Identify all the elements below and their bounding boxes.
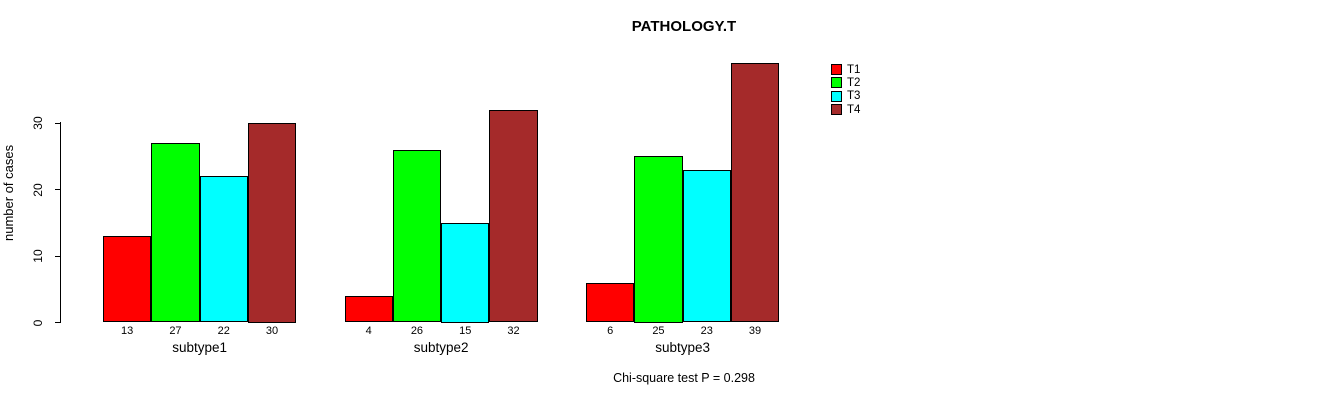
bar-T2-subtype1 — [151, 142, 200, 323]
legend-swatch-T3 — [831, 90, 842, 102]
legend-row-T1: T1 — [831, 63, 860, 76]
legend-row-T3: T3 — [831, 90, 860, 103]
bar-T3-subtype1 — [199, 176, 248, 323]
bar-T4-subtype3 — [730, 63, 780, 323]
chart-title: PATHOLOGY.T — [631, 18, 737, 35]
bar-T4-subtype1 — [247, 123, 297, 323]
bar-value-label: 26 — [410, 325, 424, 337]
legend-row-T2: T2 — [831, 76, 860, 89]
bar-value-label: 32 — [507, 325, 520, 337]
legend: T1 T2 T3 T4 — [831, 63, 860, 116]
group-label-subtype2: subtype2 — [413, 340, 469, 355]
chi-square-annotation: Chi-square test P = 0.298 — [613, 371, 755, 385]
group-label-subtype1: subtype1 — [172, 340, 227, 355]
legend-swatch-T2 — [831, 77, 842, 89]
y-tick-mark — [55, 122, 61, 124]
legend-label: T4 — [847, 103, 861, 116]
bar-T1-subtype1 — [103, 236, 152, 323]
bar-T2-subtype2 — [392, 149, 442, 323]
y-tick-mark — [55, 189, 61, 190]
legend-swatch-T1 — [831, 64, 842, 76]
y-tick-label: 0 — [31, 319, 45, 326]
legend-row-T4: T4 — [831, 103, 860, 116]
bar-value-label: 27 — [169, 325, 182, 337]
y-tick-mark — [55, 322, 61, 323]
bar-T3-subtype2 — [441, 222, 490, 323]
legend-label: T1 — [847, 63, 861, 76]
bar-T1-subtype2 — [344, 295, 393, 323]
y-tick-label: 10 — [31, 249, 45, 263]
legend-label: T3 — [847, 90, 861, 103]
bar-value-label: 30 — [265, 325, 279, 337]
bar-value-label: 25 — [652, 325, 665, 337]
bar-value-label: 4 — [365, 325, 372, 337]
y-tick-label: 20 — [31, 182, 45, 197]
bar-value-label: 22 — [217, 325, 230, 337]
group-label-subtype3: subtype3 — [655, 340, 710, 355]
y-tick-label: 30 — [31, 116, 45, 130]
bar-value-label: 6 — [607, 325, 614, 337]
y-tick-mark — [55, 255, 61, 257]
bar-T1-subtype3 — [586, 282, 635, 323]
bar-T2-subtype3 — [634, 156, 683, 323]
bar-value-label: 13 — [121, 325, 134, 337]
y-axis-label: number of cases — [1, 144, 16, 241]
legend-swatch-T4 — [831, 104, 842, 116]
y-axis-line — [60, 122, 61, 323]
legend-label: T2 — [847, 76, 861, 89]
bar-T3-subtype3 — [682, 169, 731, 323]
bar-T4-subtype2 — [489, 109, 538, 323]
bar-value-label: 23 — [700, 325, 713, 337]
bar-value-label: 39 — [748, 325, 762, 337]
bar-value-label: 15 — [459, 325, 472, 337]
